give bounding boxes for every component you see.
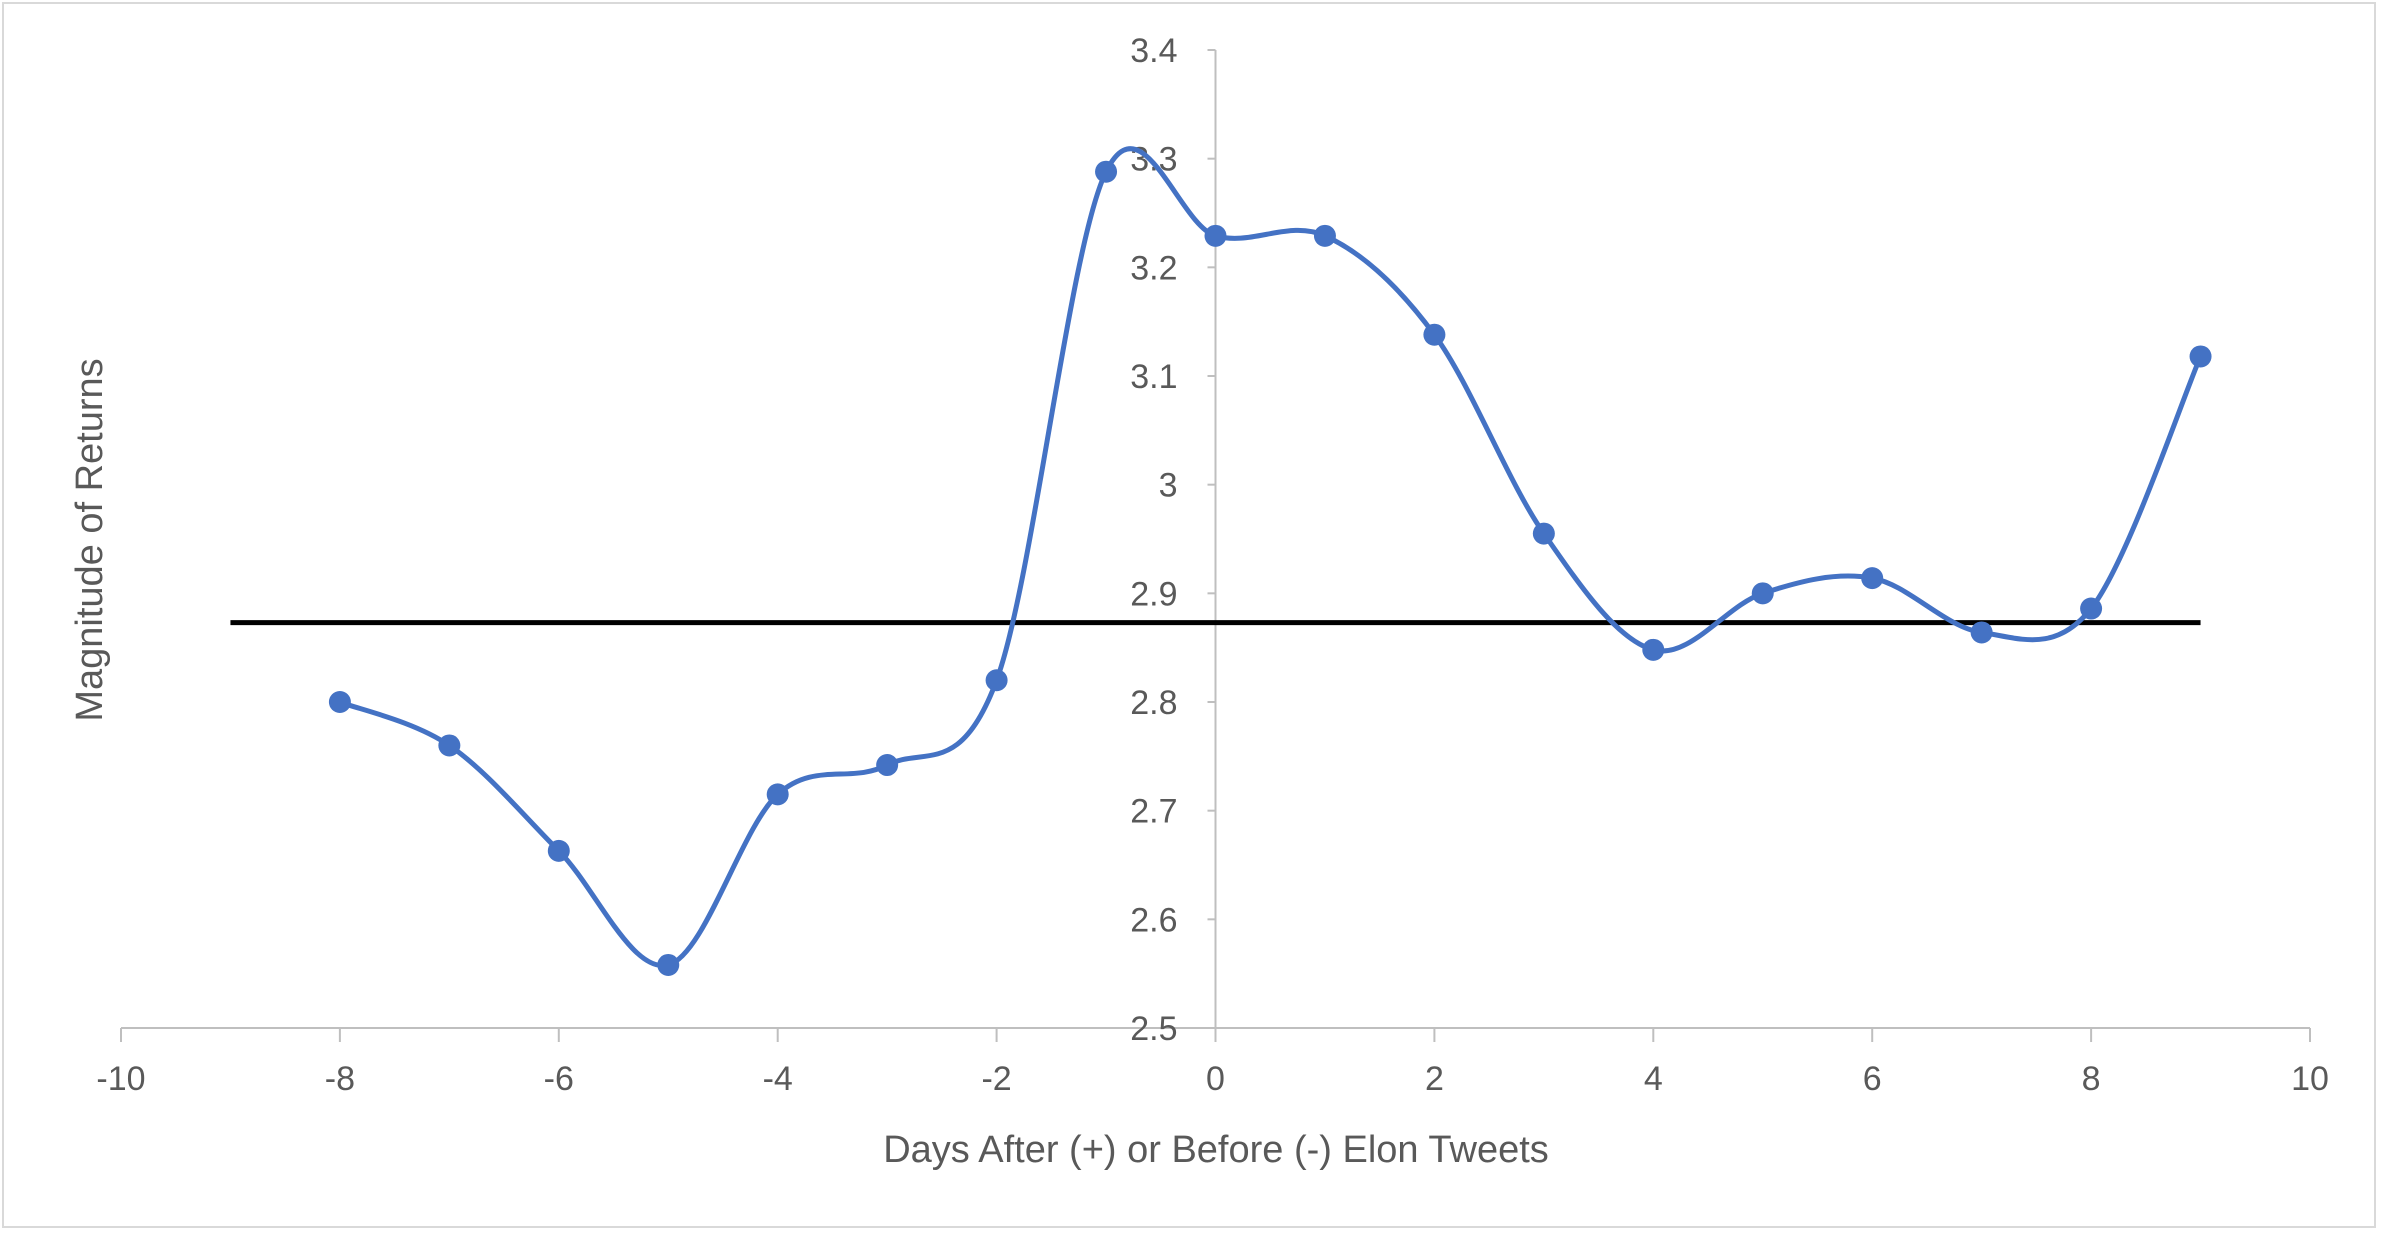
x-tick-label: -10 — [96, 1060, 145, 1098]
data-point — [438, 734, 461, 757]
y-tick-label: 3.1 — [1130, 358, 1177, 396]
data-point — [1095, 160, 1118, 183]
y-tick-label: 2.7 — [1130, 793, 1177, 831]
y-tick-label: 2.6 — [1130, 901, 1177, 939]
data-point — [766, 783, 789, 806]
x-tick-label: 2 — [1425, 1060, 1444, 1098]
x-tick-label: -6 — [544, 1060, 574, 1098]
data-point — [1751, 582, 1774, 605]
x-tick-label: 6 — [1863, 1060, 1882, 1098]
y-axis-ticks: 2.5 2.6 2.7 2.8 2.9 3 3.1 3.2 3.3 3.4 — [1130, 32, 1216, 1048]
y-tick-label: 3.3 — [1130, 141, 1177, 179]
data-point — [2189, 345, 2212, 368]
x-tick-label: -4 — [763, 1060, 793, 1098]
y-tick-label: 2.8 — [1130, 684, 1177, 722]
x-tick-label: 4 — [1644, 1060, 1663, 1098]
x-axis-ticks: -10 -8 -6 -4 -2 0 2 4 6 8 10 — [96, 1028, 2329, 1098]
data-point — [1970, 621, 1993, 644]
x-axis-label: Days After (+) or Before (-) Elon Tweets — [883, 1129, 1549, 1171]
data-point — [1313, 224, 1336, 247]
axes — [121, 50, 2310, 1029]
x-tick-label: 0 — [1206, 1060, 1225, 1098]
x-tick-label: -2 — [981, 1060, 1011, 1098]
data-point — [1204, 224, 1227, 247]
y-tick-label: 3.4 — [1130, 32, 1177, 70]
y-tick-label: 3 — [1159, 467, 1178, 505]
data-point — [328, 691, 351, 713]
series-line — [338, 146, 2203, 969]
y-axis-label: Magnitude of Returns — [69, 358, 111, 721]
data-point — [1861, 567, 1884, 590]
y-tick-label: 3.2 — [1130, 249, 1177, 287]
data-point — [2080, 597, 2103, 620]
x-tick-label: 8 — [2082, 1060, 2101, 1098]
y-tick-label: 2.5 — [1130, 1010, 1177, 1048]
data-point — [1642, 638, 1665, 661]
data-point — [657, 953, 680, 976]
data-point — [876, 754, 899, 777]
series-group — [328, 146, 2212, 976]
data-point — [547, 839, 570, 862]
data-point — [1532, 522, 1555, 545]
data-point — [985, 669, 1008, 692]
data-point — [1423, 323, 1446, 346]
x-tick-label: -8 — [325, 1060, 355, 1098]
y-tick-label: 2.9 — [1130, 575, 1177, 613]
x-tick-label: 10 — [2291, 1060, 2329, 1098]
